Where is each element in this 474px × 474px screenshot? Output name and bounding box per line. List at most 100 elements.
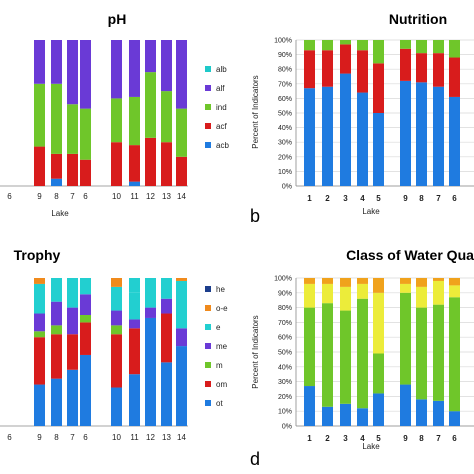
panel-c-legend-label-e: e	[216, 323, 221, 332]
panel-a-title: pH	[108, 11, 127, 27]
panel-c-legend-swatch-o-e	[205, 305, 211, 311]
panel-d-bar-c2	[340, 310, 351, 404]
panel-c-bar-me	[67, 307, 78, 335]
panel-d-x-tick-label: 2	[325, 434, 330, 443]
panel-b-bar-blue	[433, 86, 444, 186]
panel-c-legend-label-o-e: o-e	[216, 304, 228, 313]
panel-c-bar-me	[176, 328, 187, 347]
panel-b-bar-green	[373, 40, 384, 64]
panel-a-x-tick-label: 14	[177, 192, 186, 201]
panel-c-bar-ot	[161, 362, 172, 426]
panel-c-legend-label-m: m	[216, 361, 223, 370]
panel-c-bar-om	[51, 334, 62, 379]
panel-c-x-tick-label: 10	[112, 433, 121, 442]
panel-a-bar-alf	[161, 40, 172, 92]
panel-c-title: Trophy	[14, 247, 61, 263]
panel-c-bar-ot	[51, 378, 62, 426]
panel-c-legend-swatch-he	[205, 286, 211, 292]
panel-a-bar-alf	[34, 40, 45, 84]
panel-d-bar-c2	[400, 292, 411, 385]
panel-d-bar-c1	[340, 403, 351, 426]
panel-a-bar-acb	[51, 178, 62, 186]
panel-d-bar-c4	[449, 278, 460, 286]
panel-c-bar-me	[80, 294, 91, 315]
panel-a-legend-swatch-acb	[205, 142, 211, 148]
panel-d-x-tick-label: 7	[436, 434, 441, 443]
panel-a-bar-acf	[145, 137, 156, 186]
panel-c-x-tick-label: 8	[54, 433, 59, 442]
panel-b-x-tick-label: 7	[436, 194, 441, 203]
panel-a-bar-acf	[176, 156, 187, 186]
panel-a-bar-ind	[34, 83, 45, 147]
panel-a-x-tick-label: 10	[112, 192, 121, 201]
panel-a-bar-acf	[111, 142, 122, 186]
panel-c-bar-om	[34, 337, 45, 385]
panel-d-x-tick-label: 9	[403, 434, 408, 443]
panel-d-bar-c3	[373, 292, 384, 354]
panel-a-bar-acf	[67, 153, 78, 186]
panel-b-x-tick-label: 8	[419, 194, 424, 203]
panel-a-x-tick-label: 12	[146, 192, 155, 201]
panel-c-bar-om	[161, 313, 172, 363]
panel-c-x-tick-label: 7	[70, 433, 75, 442]
panel-d-bar-c1	[433, 400, 444, 426]
panel-c-legend-label-ot: ot	[216, 399, 223, 408]
panel-c-legend-label-om: om	[216, 380, 227, 389]
panel-b-x-tick-label: 9	[403, 194, 408, 203]
panel-d-bar-c3	[322, 283, 333, 304]
panel-b-x-tick-label: 2	[325, 194, 330, 203]
panel-c-bar-ot	[176, 346, 187, 426]
panel-a-x-tick-label: 7	[70, 192, 75, 201]
panel-c-bar-om	[111, 334, 122, 388]
panel-b-bar-green	[449, 40, 460, 58]
panel-c-bar-ot	[34, 384, 45, 426]
panel-c-bar-e	[176, 280, 187, 329]
panel-b-ytick-label: 10%	[278, 169, 292, 176]
panel-d-title: Class of Water Qua	[346, 247, 474, 263]
panel-b-ytick-label: 80%	[278, 67, 292, 74]
panel-c-bar-me	[34, 313, 45, 332]
panel-b-bar-green	[340, 40, 351, 45]
plot-layer: 6 9 8 7 6 10 11 12 13 14albalfindacfacb0%10%20%30…	[0, 38, 474, 443]
panel-d-ytick-label: 10%	[278, 409, 292, 416]
panel-d-ylabel: Percent of Indicators	[251, 315, 260, 388]
panel-b-x-tick-label: 5	[376, 194, 381, 203]
panel-c-bar-om	[129, 328, 140, 375]
panel-d-bar-c4	[322, 278, 333, 284]
panel-b-bar-blue	[357, 92, 368, 186]
panel-d-bar-c3	[340, 286, 351, 311]
panel-c-bar-e	[129, 278, 140, 293]
panel-a-legend-label-acb: acb	[216, 141, 229, 150]
panel-c-bar-ot	[67, 369, 78, 426]
panel-d-x-tick-label: 8	[419, 434, 424, 443]
panel-c-x-tick-label: 9	[37, 433, 42, 442]
panel-c-bar-o-e	[111, 278, 122, 287]
panel-b-ytick-label: 40%	[278, 125, 292, 132]
panel-d-bar-c2	[449, 297, 460, 412]
panel-c-x-tick-label: 13	[162, 433, 171, 442]
panel-d-bar-c2	[357, 298, 368, 409]
panel-a-bar-alf	[80, 40, 91, 109]
panel-d-x-tick-label: 4	[360, 434, 365, 443]
panel-d-bar-c4	[304, 278, 315, 284]
panel-c-bar-ot	[145, 317, 156, 426]
panel-b-bar-blue	[340, 73, 351, 186]
panel-c-x-tick-label: 6	[83, 433, 88, 442]
panel-a-x-tick-label: 13	[162, 192, 171, 201]
panel-a-bar-alf	[51, 40, 62, 84]
panel-c-bar-m	[51, 325, 62, 335]
panel-c-legend-swatch-m	[205, 362, 211, 368]
panel-c-legend-swatch-ot	[205, 400, 211, 406]
panel-d-bar-c4	[400, 278, 411, 284]
panel-b-bar-red	[400, 48, 411, 81]
panel-a-bar-alf	[129, 40, 140, 97]
panel-c-bar-ot	[111, 387, 122, 426]
panel-c-bar-e	[129, 292, 140, 320]
panel-d-bar-c1	[416, 399, 427, 426]
panel-a-bar-acf	[161, 142, 172, 186]
panel-b-bar-green	[416, 40, 427, 54]
panel-a-bar-acf	[129, 145, 140, 182]
panel-c-x-tick-label: 11	[130, 433, 139, 442]
panel-b-bar-green	[322, 40, 333, 51]
panel-d-bar-c2	[373, 353, 384, 394]
